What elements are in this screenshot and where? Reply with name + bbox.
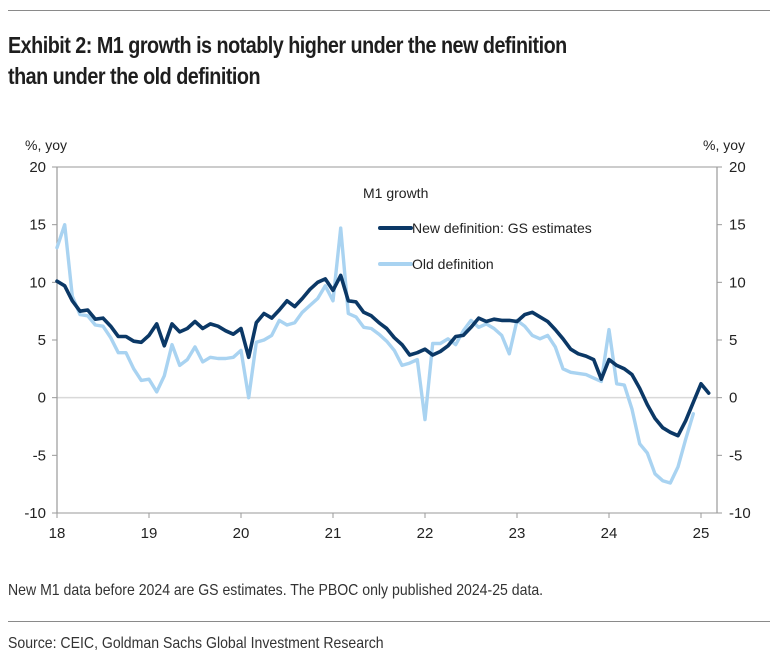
axes: -10 -10 -5 -5 0 0 5 5 10 10 15 15 20 20 18 19 20 21 22 23 24… bbox=[24, 159, 750, 542]
y-tick-label-left: 0 bbox=[38, 390, 46, 407]
exhibit-title: Exhibit 2: M1 growth is notably higher u… bbox=[8, 30, 765, 92]
m1-growth-chart: %, yoy %, yoy -10 -10 -5 -5 0 0 5 5 10 10 15 15 20 20… bbox=[24, 137, 750, 542]
legend-label-old: Old definition bbox=[412, 256, 494, 272]
series-line-old-definition bbox=[55, 222, 695, 485]
x-tick-label: 21 bbox=[325, 525, 342, 542]
y-tick-label-left: 20 bbox=[29, 159, 46, 176]
y-tick-label-right: -5 bbox=[729, 447, 742, 464]
x-tick-label: 25 bbox=[693, 525, 710, 542]
y-tick-label-left: 10 bbox=[29, 274, 46, 291]
y-tick-label-right: 20 bbox=[729, 159, 746, 176]
legend: M1 growth New definition: GS estimates O… bbox=[363, 185, 592, 272]
y-tick-label-right: 10 bbox=[729, 274, 746, 291]
y-tick-label-left: 15 bbox=[29, 217, 46, 234]
x-tick-label: 24 bbox=[601, 525, 618, 542]
title-line-1: Exhibit 2: M1 growth is notably higher u… bbox=[8, 32, 567, 58]
title-line-2: than under the old definition bbox=[8, 63, 261, 89]
footnote: New M1 data before 2024 are GS estimates… bbox=[8, 582, 544, 599]
y-axis-label-left: %, yoy bbox=[25, 137, 67, 153]
x-tick-label: 19 bbox=[141, 525, 158, 542]
y-axis-label-right: %, yoy bbox=[703, 137, 745, 153]
source-note: Source: CEIC, Goldman Sachs Global Inves… bbox=[8, 635, 384, 652]
y-tick-label-right: -10 bbox=[729, 505, 751, 522]
y-tick-label-right: 15 bbox=[729, 217, 746, 234]
x-tick-label: 20 bbox=[233, 525, 250, 542]
y-tick-label-left: -5 bbox=[33, 447, 46, 464]
x-tick-label: 23 bbox=[509, 525, 526, 542]
x-tick-label: 22 bbox=[417, 525, 434, 542]
y-tick-label-right: 0 bbox=[729, 390, 737, 407]
series-lines bbox=[55, 222, 711, 485]
footer-rule bbox=[8, 621, 770, 622]
y-tick-label-left: -10 bbox=[24, 505, 46, 522]
x-tick-label: 18 bbox=[49, 525, 66, 542]
y-tick-label-right: 5 bbox=[729, 332, 737, 349]
legend-title: M1 growth bbox=[363, 185, 428, 201]
series-line-new-definition bbox=[55, 273, 711, 438]
y-tick-label-left: 5 bbox=[38, 332, 46, 349]
legend-label-new: New definition: GS estimates bbox=[412, 220, 592, 236]
top-rule bbox=[8, 10, 770, 11]
